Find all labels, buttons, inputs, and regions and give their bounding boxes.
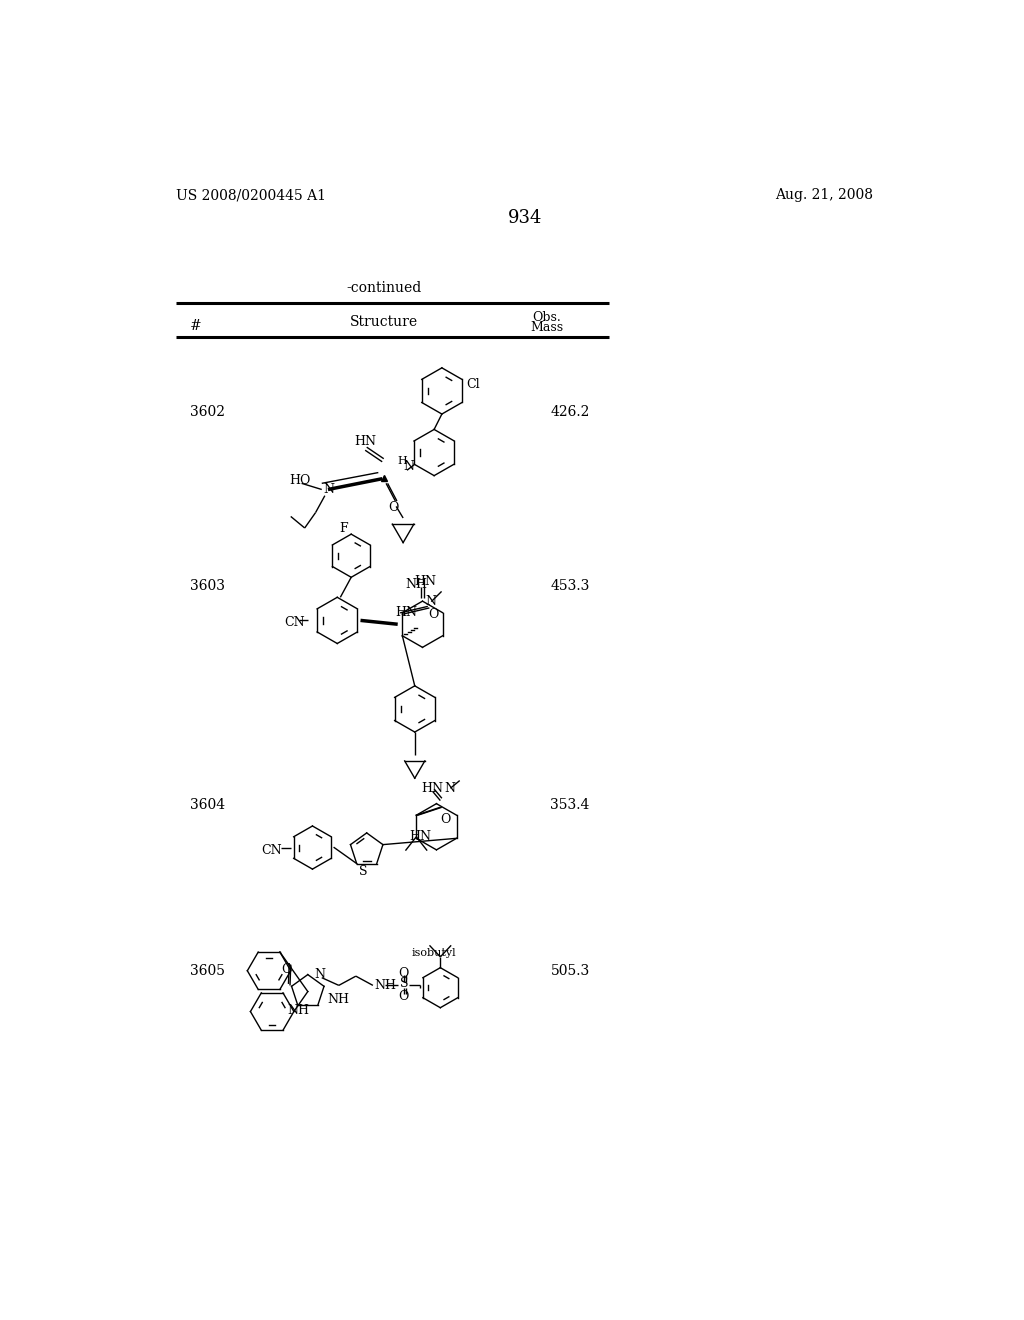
Text: HN: HN [410,829,431,842]
Text: -continued: -continued [346,281,421,294]
Text: F: F [339,521,348,535]
Text: 934: 934 [508,210,542,227]
Text: N: N [314,968,325,981]
Text: 426.2: 426.2 [550,405,590,420]
Text: HO: HO [289,474,310,487]
Text: N: N [403,459,414,473]
Text: NH: NH [406,578,427,591]
Text: O: O [429,607,439,620]
Text: CN: CN [285,616,305,630]
Text: HN: HN [421,781,443,795]
Text: N: N [324,483,334,496]
Text: 3602: 3602 [190,405,225,420]
Text: 3603: 3603 [190,578,225,593]
Text: N: N [444,781,456,795]
Text: Obs.: Obs. [532,310,561,323]
Text: 353.4: 353.4 [550,799,590,812]
Text: HN: HN [415,576,437,589]
Text: US 2008/0200445 A1: US 2008/0200445 A1 [176,189,326,202]
Text: CN: CN [261,843,282,857]
Text: O: O [398,990,409,1003]
Text: NH: NH [375,979,396,991]
Text: O: O [398,966,409,979]
Text: N: N [426,594,436,607]
Text: S: S [359,865,368,878]
Text: #: # [190,319,202,333]
Text: 453.3: 453.3 [550,578,590,593]
Text: Mass: Mass [530,321,563,334]
Text: 505.3: 505.3 [550,964,590,978]
Text: NH: NH [328,993,349,1006]
Text: O: O [388,502,398,515]
Text: S: S [400,977,409,990]
Text: H: H [397,455,408,466]
Text: 3605: 3605 [190,964,225,978]
Text: Cl: Cl [467,379,480,391]
Text: isobutyl: isobutyl [412,948,457,958]
Text: HN: HN [354,436,376,449]
Text: O: O [440,813,451,825]
Text: NH: NH [288,1005,309,1018]
Text: 3604: 3604 [190,799,225,812]
Text: HN: HN [395,606,418,619]
Text: Aug. 21, 2008: Aug. 21, 2008 [775,189,873,202]
Text: Structure: Structure [349,315,418,330]
Text: O: O [281,964,291,977]
